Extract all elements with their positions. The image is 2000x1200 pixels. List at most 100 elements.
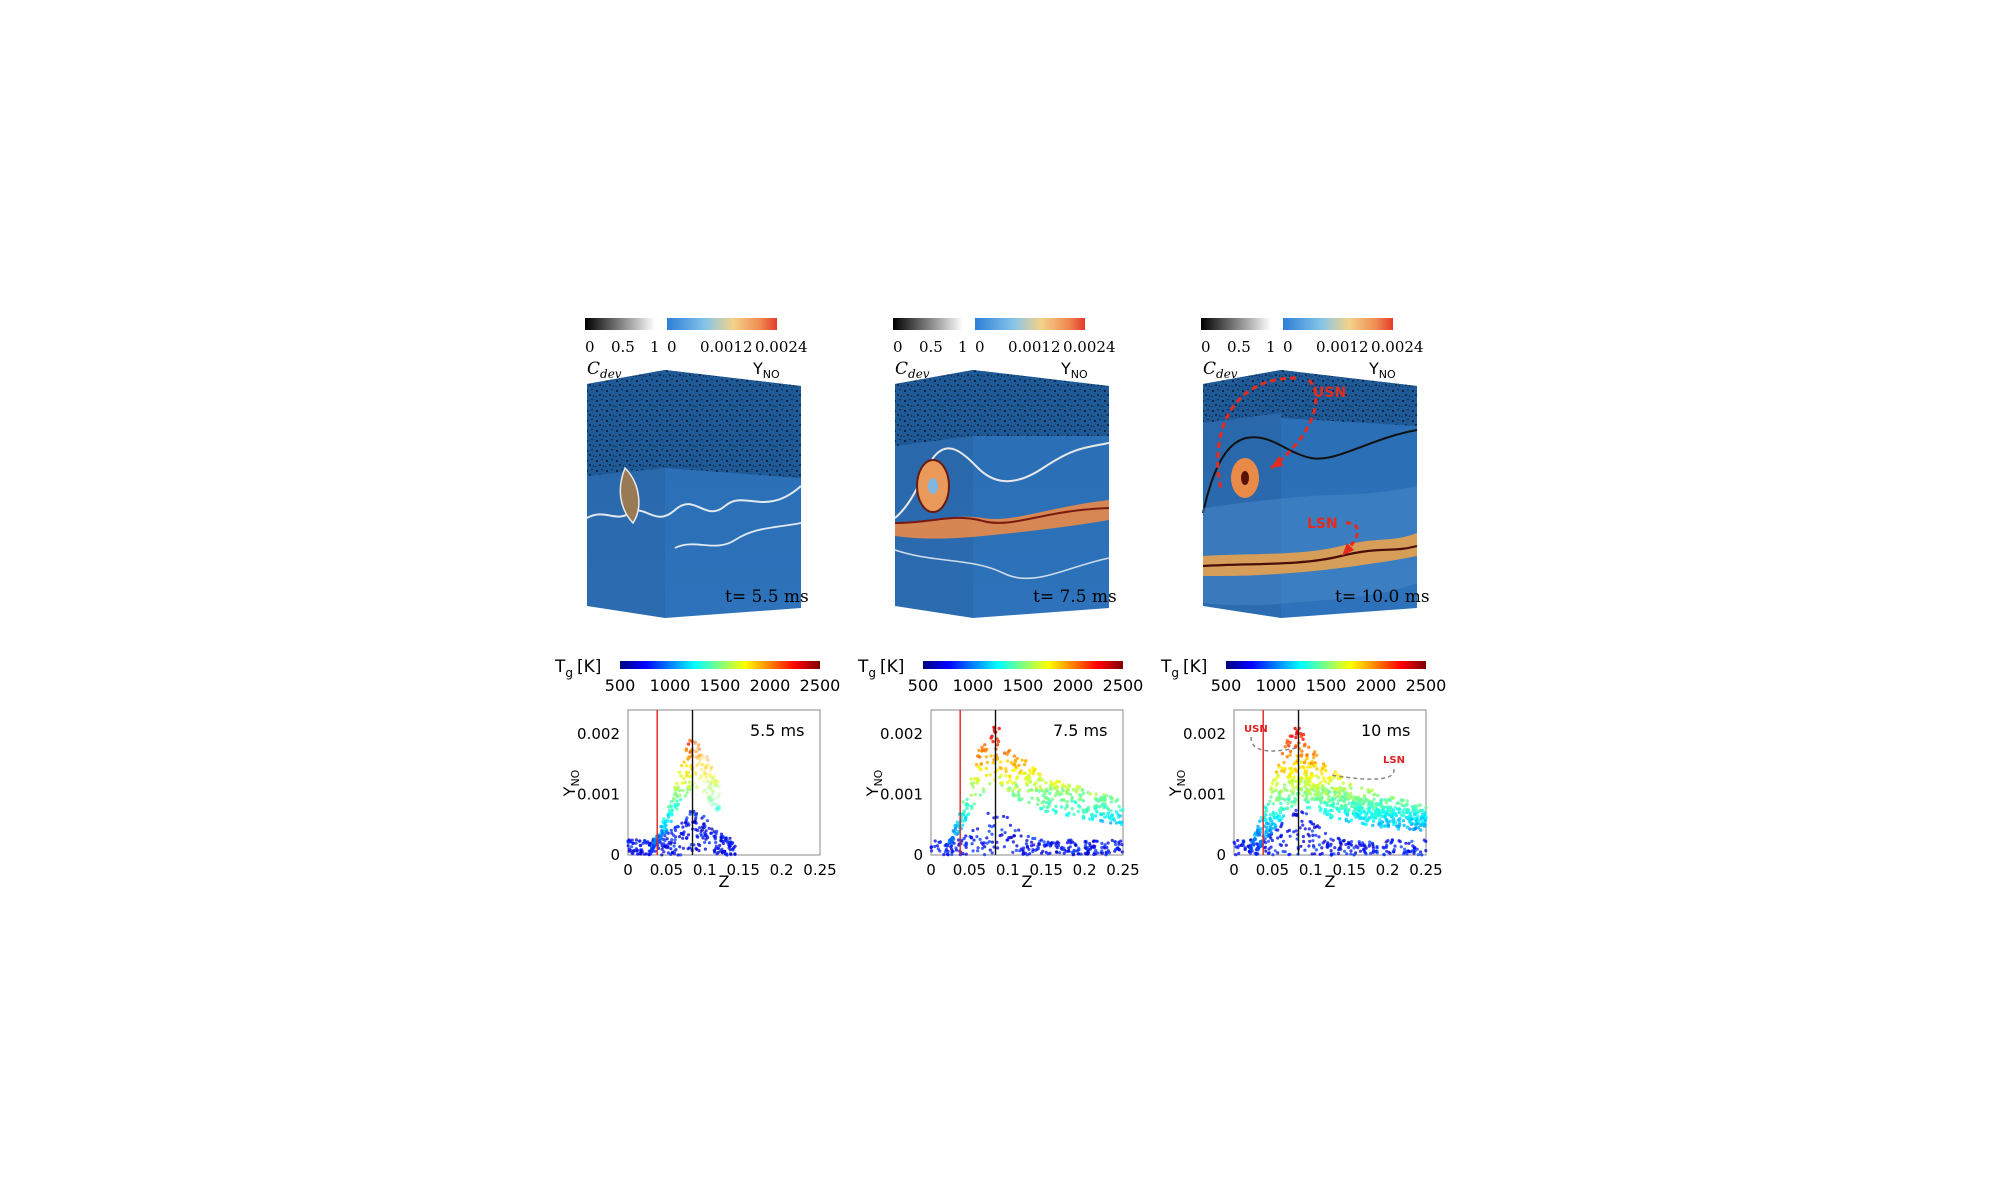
scatter-point xyxy=(1285,741,1289,745)
scatter-point xyxy=(1094,792,1098,796)
scatter-point xyxy=(1269,795,1273,799)
scatter-point xyxy=(695,756,700,760)
scatter-point xyxy=(1270,838,1274,843)
scatter-point xyxy=(696,754,700,758)
scatter-point xyxy=(1346,842,1351,846)
scatter-point xyxy=(1271,810,1275,815)
scatter-point xyxy=(1281,839,1286,843)
scatter-point xyxy=(1316,793,1321,798)
scatter-point xyxy=(1283,850,1287,854)
scatter-point xyxy=(719,838,723,842)
scatter-point xyxy=(1277,797,1281,801)
scatter-point xyxy=(685,774,689,778)
domain-box: USN LSN t= 10.0 ms xyxy=(1202,370,1430,618)
scatter-point xyxy=(695,746,700,750)
scatter-point xyxy=(706,763,711,767)
scatter-point xyxy=(1012,834,1016,838)
scatter-point xyxy=(1424,805,1428,810)
scatter-point xyxy=(1065,800,1069,804)
scatter-point xyxy=(1268,828,1272,832)
scatter-point xyxy=(1373,849,1377,854)
scatter-point xyxy=(1419,850,1423,854)
scatter-point xyxy=(681,836,685,840)
scatter-point xyxy=(715,803,719,807)
scatter-point xyxy=(1337,809,1342,814)
scatter-point xyxy=(1088,847,1092,851)
scatter-point xyxy=(991,739,995,744)
scatter-point xyxy=(1345,809,1350,813)
no-band xyxy=(895,500,1109,539)
scatter-point xyxy=(1271,802,1276,806)
usn-arrow xyxy=(1270,378,1318,470)
scatter-point xyxy=(1025,853,1029,857)
scatter-point xyxy=(695,784,699,789)
scatter-point xyxy=(1096,799,1100,804)
scatter-point xyxy=(694,786,698,790)
scatter-point xyxy=(1313,852,1317,856)
scatter-point xyxy=(1103,843,1107,847)
scatter-point xyxy=(1060,792,1064,796)
scatter-point xyxy=(983,853,987,857)
scatter-point xyxy=(694,772,698,776)
scatter-point xyxy=(727,843,731,847)
tg-tick: 2000 xyxy=(1053,676,1094,695)
scatter-point xyxy=(692,770,696,774)
scatter-point xyxy=(707,841,711,845)
scatter-point xyxy=(985,836,989,840)
scatter-point xyxy=(1272,789,1276,793)
scatter-point xyxy=(1308,765,1313,769)
scatter-point xyxy=(669,800,674,804)
y-tick-label: 0 xyxy=(610,846,620,864)
scatter-point xyxy=(1325,809,1330,814)
scatter-point xyxy=(686,742,691,746)
scatter-point xyxy=(983,743,987,747)
y-tick-label: 0.002 xyxy=(577,725,620,743)
scatter-point xyxy=(661,820,665,824)
scatter-point xyxy=(1034,781,1038,785)
scatter-point xyxy=(696,835,700,839)
scatter-point xyxy=(1065,791,1069,796)
x-tick-label: 0.05 xyxy=(953,861,986,879)
scatter-point xyxy=(1328,779,1332,783)
scatter-point xyxy=(1382,805,1386,810)
scatter-point xyxy=(672,844,676,848)
scatter-point xyxy=(719,832,724,836)
scatter-point xyxy=(630,845,634,849)
scatter-point xyxy=(990,832,994,836)
scatter-point xyxy=(662,817,666,821)
scatter-point xyxy=(1402,850,1406,854)
scatter-point xyxy=(1067,849,1071,853)
scatter-point xyxy=(627,839,631,843)
scatter-point xyxy=(1363,844,1367,848)
scatter-point xyxy=(733,852,737,856)
tg-colorbar: Tg [K] 500 1000 1500 2000 2500 xyxy=(1160,657,1446,695)
scatter-point xyxy=(1020,771,1025,775)
scatter-point xyxy=(1269,787,1273,791)
scatter-point xyxy=(1314,833,1318,837)
scatter-point xyxy=(1017,797,1021,802)
scatter-chart-3: Tg [K] 500 1000 1500 2000 2500 0 0.05 0.1 0.… xyxy=(1160,657,1446,891)
scatter-point xyxy=(1002,814,1006,818)
scatter-point xyxy=(1019,834,1023,838)
scatter-point xyxy=(1360,843,1364,847)
tg-tick: 2000 xyxy=(750,676,791,695)
scatter-point xyxy=(990,734,994,738)
scatter-layer xyxy=(1232,726,1428,857)
scatter-point xyxy=(1419,823,1423,828)
scatter-point xyxy=(1259,840,1263,844)
scatter-point xyxy=(716,850,720,854)
scatter-point xyxy=(1000,781,1004,785)
snapshot-panel-2: 0 0.5 1 Cdev 0 0.0012 0.0024 YNO t= 7.5 … xyxy=(893,318,1117,618)
scatter-point xyxy=(1017,828,1021,832)
tg-tick: 2500 xyxy=(1406,676,1447,695)
scatter-point xyxy=(1358,802,1363,807)
unburnt-region xyxy=(895,370,973,446)
scatter-point xyxy=(1378,813,1382,817)
scatter-point xyxy=(982,789,986,794)
scatter-point xyxy=(953,824,957,828)
scatter-point xyxy=(1256,824,1260,829)
scatter-point xyxy=(1080,788,1085,793)
scatter-point xyxy=(945,852,949,856)
scatter-point xyxy=(1093,844,1097,848)
scatter-point xyxy=(1088,841,1092,846)
